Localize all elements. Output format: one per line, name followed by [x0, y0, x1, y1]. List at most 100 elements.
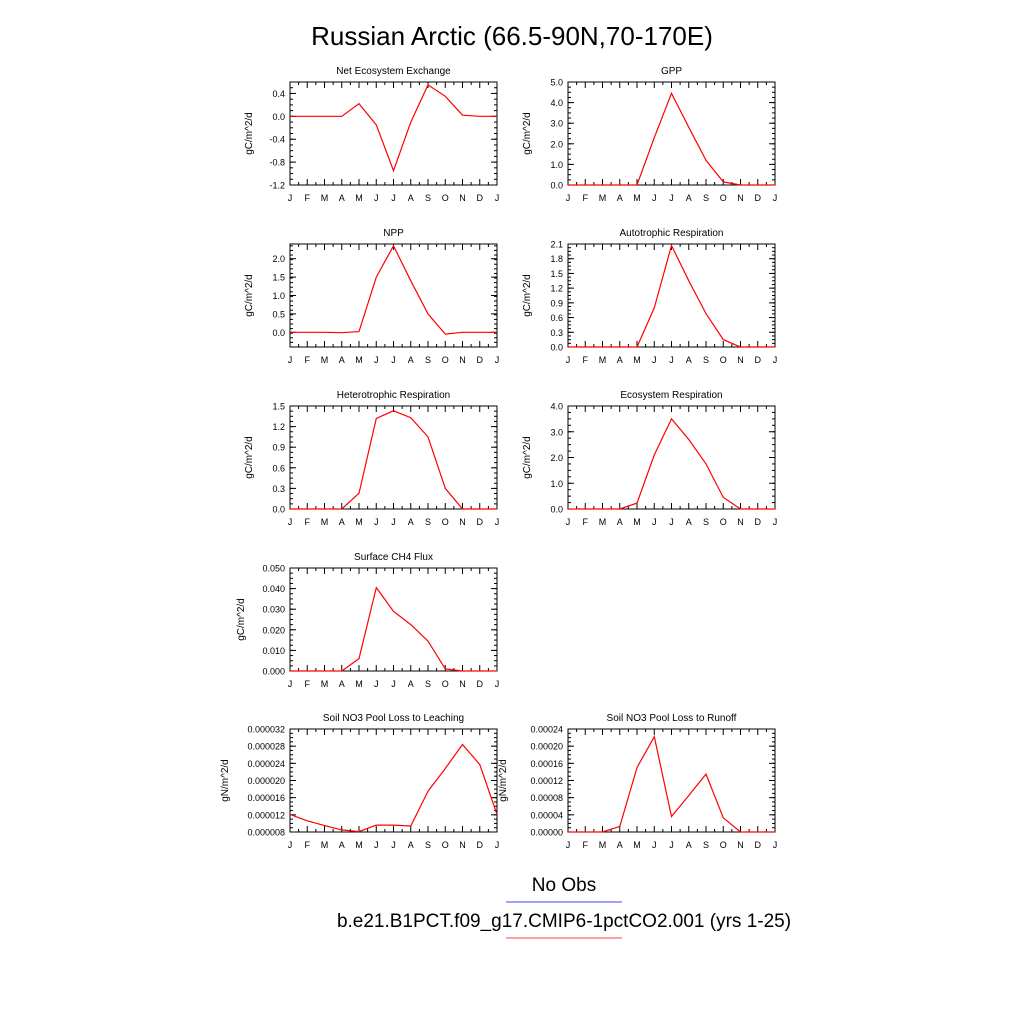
x-tick-label: A: [408, 355, 414, 365]
x-tick-label: D: [477, 679, 484, 689]
x-tick-label: A: [339, 355, 345, 365]
x-tick-label: S: [703, 355, 709, 365]
y-tick-label: 0.0: [272, 505, 285, 515]
x-tick-label: S: [703, 517, 709, 527]
x-tick-label: S: [425, 517, 431, 527]
x-tick-label: F: [583, 517, 589, 527]
x-tick-label: D: [755, 517, 762, 527]
y-tick-label: 1.2: [550, 284, 563, 294]
y-tick-label: 1.5: [550, 269, 563, 279]
x-tick-label: M: [633, 517, 641, 527]
x-tick-label: A: [686, 355, 692, 365]
chart-title: Soil NO3 Pool Loss to Runoff: [607, 713, 737, 724]
y-tick-label: 0.010: [262, 646, 285, 656]
x-tick-label: F: [583, 840, 589, 850]
x-tick-label: J: [773, 840, 778, 850]
chart-title: Heterotrophic Respiration: [337, 390, 450, 401]
y-tick-label: 0.020: [262, 625, 285, 635]
x-tick-label: A: [617, 840, 623, 850]
y-tick-label: 0.0: [272, 112, 285, 122]
x-tick-label: J: [288, 355, 293, 365]
y-tick-label: 2.0: [272, 254, 285, 264]
legend-label-model: b.e21.B1PCT.f09_g17.CMIP6-1pctCO2.001 (y…: [337, 911, 791, 932]
x-tick-label: A: [408, 679, 414, 689]
y-axis-label: gC/m^2/d: [522, 274, 533, 317]
x-tick-label: J: [288, 840, 293, 850]
x-tick-label: M: [355, 679, 363, 689]
y-tick-label: 3.0: [550, 427, 563, 437]
plot-frame: [567, 405, 776, 510]
x-tick-label: N: [459, 679, 466, 689]
x-tick-label: D: [755, 193, 762, 203]
y-axis-label: gN/m^2/d: [220, 759, 231, 802]
x-tick-label: O: [442, 517, 449, 527]
y-axis-label: gC/m^2/d: [244, 274, 255, 317]
x-tick-label: J: [566, 193, 571, 203]
y-axis-label: gC/m^2/d: [522, 112, 533, 155]
x-tick-label: M: [321, 193, 329, 203]
y-tick-label: 0.000032: [247, 725, 285, 735]
plot-frame: [289, 243, 498, 348]
y-tick-label: 0.000020: [247, 776, 285, 786]
y-tick-label: 2.0: [550, 453, 563, 463]
x-tick-label: J: [495, 355, 500, 365]
x-tick-label: O: [720, 355, 727, 365]
x-tick-label: N: [459, 840, 466, 850]
y-tick-label: -0.8: [269, 158, 285, 168]
plot-frame: [567, 81, 776, 186]
y-tick-label: 0.00016: [530, 759, 563, 769]
x-tick-label: J: [566, 355, 571, 365]
y-tick-label: 0.5: [272, 309, 285, 319]
y-tick-label: 1.0: [550, 479, 563, 489]
chart-title: GPP: [661, 66, 682, 77]
x-tick-label: N: [459, 517, 466, 527]
x-tick-label: J: [288, 679, 293, 689]
x-tick-label: J: [374, 517, 379, 527]
x-tick-label: S: [425, 840, 431, 850]
y-tick-label: 0.000012: [247, 810, 285, 820]
x-tick-label: O: [442, 840, 449, 850]
x-tick-label: J: [495, 193, 500, 203]
y-tick-label: 0.00024: [530, 725, 563, 735]
x-tick-label: M: [355, 193, 363, 203]
y-tick-label: 0.000016: [247, 793, 285, 803]
x-tick-label: A: [408, 517, 414, 527]
y-tick-label: 1.0: [272, 291, 285, 301]
x-tick-label: D: [477, 193, 484, 203]
chart-title: NPP: [383, 228, 404, 239]
x-tick-label: J: [391, 517, 396, 527]
x-tick-label: J: [669, 193, 674, 203]
y-tick-label: 0.0: [272, 328, 285, 338]
x-tick-label: A: [339, 517, 345, 527]
x-tick-label: J: [374, 840, 379, 850]
legend-label-obs: No Obs: [532, 875, 596, 896]
x-tick-label: A: [339, 193, 345, 203]
x-tick-label: J: [495, 679, 500, 689]
chart-title: Surface CH4 Flux: [354, 552, 433, 563]
x-tick-label: N: [737, 193, 744, 203]
y-tick-label: 0.00008: [530, 793, 563, 803]
x-tick-label: S: [425, 193, 431, 203]
y-tick-label: 0.0: [550, 343, 563, 353]
x-tick-label: O: [720, 517, 727, 527]
x-tick-label: J: [669, 517, 674, 527]
x-tick-label: S: [425, 679, 431, 689]
y-tick-label: 0.000008: [247, 828, 285, 838]
x-tick-label: J: [374, 355, 379, 365]
x-tick-label: A: [339, 679, 345, 689]
x-tick-label: A: [686, 193, 692, 203]
plot-frame: [289, 405, 498, 510]
x-tick-label: D: [755, 355, 762, 365]
y-tick-label: 3.0: [550, 119, 563, 129]
y-tick-label: 0.030: [262, 605, 285, 615]
x-tick-label: J: [669, 840, 674, 850]
x-tick-label: A: [408, 840, 414, 850]
x-tick-label: J: [391, 193, 396, 203]
x-tick-label: D: [477, 517, 484, 527]
x-tick-label: S: [703, 840, 709, 850]
x-tick-label: J: [391, 840, 396, 850]
